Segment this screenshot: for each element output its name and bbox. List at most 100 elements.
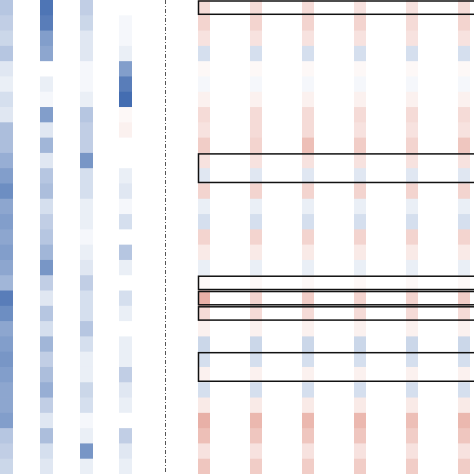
highlight-boxes	[197, 0, 474, 383]
heatmap-cell	[0, 397, 13, 414]
heatmap-cell	[458, 198, 470, 215]
heatmap-cell	[0, 229, 13, 246]
heatmap-cell	[458, 30, 470, 47]
heatmap-cell	[458, 290, 470, 307]
heatmap-cell	[458, 428, 470, 444]
heatmap-cell	[406, 321, 418, 337]
heatmap-cell	[354, 321, 366, 337]
heatmap-cell	[119, 259, 132, 276]
heatmap-cell	[119, 107, 132, 123]
heatmap-cell	[458, 122, 470, 139]
heatmap-cell	[40, 351, 53, 368]
heatmap-cell	[0, 259, 13, 276]
heatmap-cell	[80, 458, 93, 474]
heatmap-cell	[250, 290, 262, 307]
heatmap-cell	[354, 229, 366, 246]
heatmap-cell	[250, 366, 262, 383]
highlight-box	[197, 351, 474, 383]
heatmap-cell	[80, 152, 93, 169]
heatmap-cell	[119, 351, 132, 368]
heatmap-cell	[80, 198, 93, 215]
heatmap-cell	[80, 443, 93, 460]
heatmap-cell	[354, 61, 366, 77]
heatmap-cell	[0, 183, 13, 200]
heatmap-cell	[354, 458, 366, 474]
heatmap-cell	[198, 168, 210, 184]
heatmap-cell	[302, 122, 314, 139]
heatmap-cell	[250, 198, 262, 215]
heatmap-cell	[40, 443, 53, 460]
heatmap-cell	[250, 259, 262, 276]
highlight-box	[197, 306, 474, 321]
heatmap-cell	[458, 305, 470, 322]
heatmap-cell	[80, 91, 93, 108]
heatmap-cell	[406, 76, 418, 93]
heatmap-cell	[119, 428, 132, 444]
heatmap-cell	[250, 412, 262, 429]
right-heatmap-panel	[198, 0, 470, 474]
heatmap-cell	[0, 152, 13, 169]
heatmap-cell	[198, 443, 210, 460]
heatmap-cell	[40, 366, 53, 383]
heatmap-cell	[302, 61, 314, 77]
heatmap-cell	[80, 122, 93, 139]
heatmap-cell	[119, 168, 132, 184]
heatmap-cell	[80, 0, 93, 16]
heatmap-cell	[80, 244, 93, 261]
heatmap-cell	[302, 137, 314, 154]
heatmap-cell	[0, 321, 13, 337]
heatmap-cell	[0, 214, 13, 230]
heatmap-cell	[0, 428, 13, 444]
heatmap-cell	[302, 214, 314, 230]
heatmap-cell	[302, 91, 314, 108]
heatmap-cell	[406, 382, 418, 398]
heatmap-cell	[302, 30, 314, 47]
heatmap-cell	[406, 351, 418, 368]
heatmap-cell	[119, 305, 132, 322]
heatmap-cell	[354, 198, 366, 215]
heatmap-cell	[406, 428, 418, 444]
heatmap-cell	[354, 305, 366, 322]
heatmap-cell	[406, 412, 418, 429]
heatmap-cell	[250, 305, 262, 322]
heatmap-cell	[458, 168, 470, 184]
heatmap-cell	[80, 305, 93, 322]
heatmap-cell	[119, 45, 132, 62]
heatmap-cell	[458, 259, 470, 276]
heatmap-cell	[406, 305, 418, 322]
heatmap-cell	[250, 61, 262, 77]
heatmap-cell	[119, 458, 132, 474]
heatmap-cell	[354, 397, 366, 414]
heatmap-cell	[0, 30, 13, 47]
heatmap-cell	[119, 214, 132, 230]
heatmap-cell	[119, 30, 132, 47]
heatmap-cell	[0, 15, 13, 31]
heatmap-cell	[406, 336, 418, 353]
heatmap-cell	[354, 107, 366, 123]
heatmap-cell	[406, 107, 418, 123]
heatmap-cell	[198, 382, 210, 398]
heatmap-cell	[458, 229, 470, 246]
heatmap-cell	[354, 259, 366, 276]
heatmap-cell	[40, 244, 53, 261]
heatmap-cell	[198, 351, 210, 368]
heatmap-cell	[458, 137, 470, 154]
heatmap-cell	[198, 137, 210, 154]
heatmap-cell	[40, 168, 53, 184]
heatmap-cell	[0, 198, 13, 215]
heatmap-cell	[354, 183, 366, 200]
heatmap-cell	[0, 45, 13, 62]
heatmap-cell	[80, 30, 93, 47]
heatmap-cell	[250, 351, 262, 368]
heatmap-cell	[458, 76, 470, 93]
heatmap-cell	[119, 198, 132, 215]
heatmap-cell	[302, 382, 314, 398]
heatmap-cell	[302, 183, 314, 200]
heatmap-cell	[0, 290, 13, 307]
heatmap-cell	[0, 61, 13, 77]
heatmap-cell	[250, 397, 262, 414]
heatmap-cell	[458, 366, 470, 383]
heatmap-cell	[119, 397, 132, 414]
heatmap-cell	[198, 458, 210, 474]
heatmap-cell	[80, 214, 93, 230]
